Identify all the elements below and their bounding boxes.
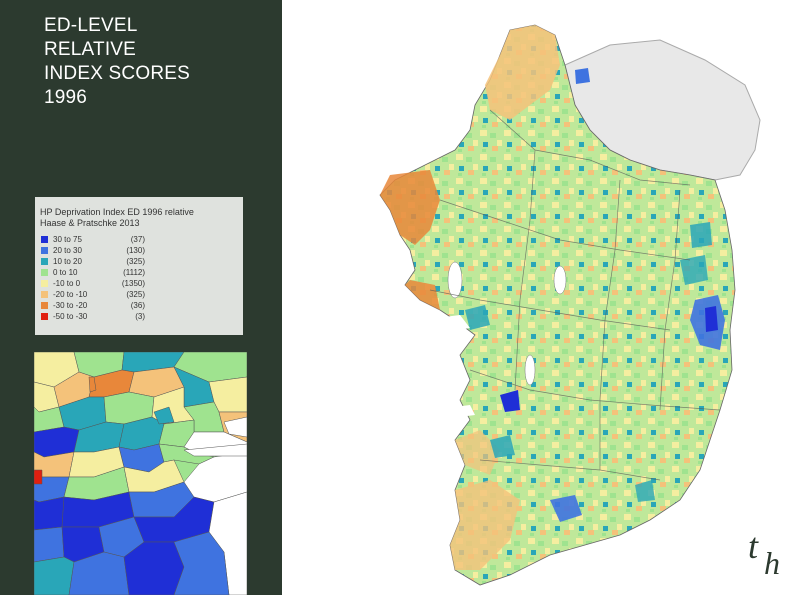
legend-range: -30 to -20 [53, 301, 88, 310]
legend-title-line-2: Haase & Pratschke 2013 [40, 218, 140, 228]
title-line-3: INDEX SCORES [44, 63, 190, 84]
southwest-peninsula [455, 430, 500, 475]
galway-bay [420, 315, 470, 335]
map-legend: HP Deprivation Index ED 1996 relative Ha… [35, 197, 243, 335]
logo-letter-t: t [748, 528, 759, 566]
lough-derg [524, 354, 536, 386]
logo-letter-h: h [764, 545, 780, 580]
legend-swatch [41, 247, 48, 254]
legend-count: (37) [130, 235, 145, 244]
northwest-region [485, 25, 560, 120]
title-line-4: 1996 [44, 87, 88, 108]
legend-range: 0 to 10 [53, 268, 78, 277]
legend-count: (1112) [123, 268, 145, 277]
legend-range: 10 to 20 [53, 257, 82, 266]
donegal-blue [575, 68, 590, 84]
legend-range: 30 to 75 [53, 235, 82, 244]
th-logo: t h [748, 528, 780, 580]
legend-count: (1350) [121, 279, 145, 288]
legend-title: HP Deprivation Index ED 1996 relative Ha… [40, 207, 194, 229]
dundalk-region [690, 222, 712, 248]
ireland-map [379, 24, 761, 586]
title-line-2: RELATIVE [44, 39, 137, 60]
legend-range: -10 to 0 [53, 279, 81, 288]
dublin-core [705, 306, 718, 332]
legend-count: (3) [135, 312, 145, 321]
legend-swatch [41, 302, 48, 309]
midlands-blue [500, 390, 520, 412]
lough-corrib [447, 261, 463, 299]
page-title: ED-LEVEL RELATIVE INDEX SCORES 1996 [44, 14, 274, 110]
legend-range: 20 to 30 [53, 246, 82, 255]
galway-region [465, 305, 490, 330]
waterford-region [635, 480, 655, 502]
legend-count: (130) [126, 246, 145, 255]
west-coast-region [380, 170, 440, 245]
legend-swatch [41, 269, 48, 276]
legend-swatch [41, 313, 48, 320]
title-line-1: ED-LEVEL [44, 15, 138, 36]
legend-swatch [41, 291, 48, 298]
limerick-region [490, 435, 515, 458]
southwest-region [450, 480, 520, 570]
legend-count: (325) [126, 290, 145, 299]
west-region-2 [405, 280, 440, 310]
legend-title-line-1: HP Deprivation Index ED 1996 relative [40, 207, 194, 217]
shannon-estuary [430, 405, 475, 420]
legend-range: -20 to -10 [53, 290, 88, 299]
legend-swatch [41, 258, 48, 265]
county-boundaries [429, 109, 721, 481]
legend-swatch [41, 236, 48, 243]
inset-districts [34, 352, 247, 595]
lough-ree [553, 265, 567, 295]
legend-range: -50 to -30 [53, 312, 88, 321]
dublin-north [680, 255, 708, 285]
legend-count: (325) [126, 257, 145, 266]
legend-swatch [41, 280, 48, 287]
dublin-inset-map [34, 352, 247, 595]
legend-count: (36) [130, 301, 145, 310]
cork-region [550, 495, 582, 522]
